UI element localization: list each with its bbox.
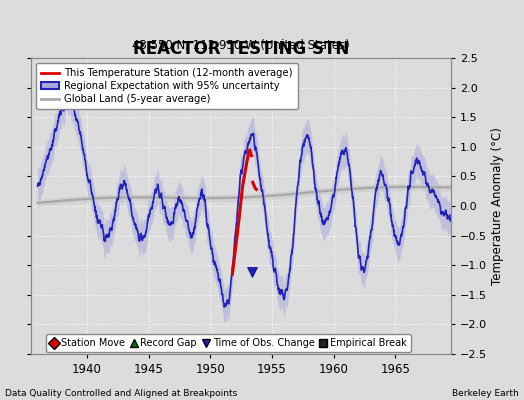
Y-axis label: Temperature Anomaly (°C): Temperature Anomaly (°C) <box>491 127 504 285</box>
Text: Data Quality Controlled and Aligned at Breakpoints: Data Quality Controlled and Aligned at B… <box>5 389 237 398</box>
Legend: Station Move, Record Gap, Time of Obs. Change, Empirical Break: Station Move, Record Gap, Time of Obs. C… <box>46 334 411 352</box>
Text: Berkeley Earth: Berkeley Earth <box>452 389 519 398</box>
Title: REACTOR TESTING STN: REACTOR TESTING STN <box>133 40 349 58</box>
Text: 43.550 N, 112.950 W (United States): 43.550 N, 112.950 W (United States) <box>132 39 350 52</box>
